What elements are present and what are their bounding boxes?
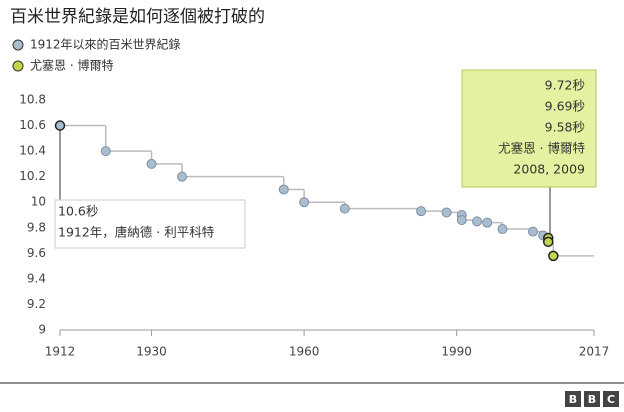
annotation-box [54, 199, 246, 249]
data-point [339, 203, 350, 214]
annotation-text: 尤塞恩 · 博爾特 [498, 141, 585, 156]
data-point [416, 206, 427, 217]
data-point [527, 226, 538, 237]
legend-label: 1912年以來的百米世界紀錄 [30, 37, 181, 52]
annotation-box [461, 69, 597, 188]
x-tick-label: 1960 [289, 345, 320, 359]
logo-letter: C [607, 393, 615, 406]
data-point [497, 224, 508, 235]
data-point [299, 197, 310, 208]
data-point [456, 215, 467, 226]
data-point [100, 146, 111, 157]
y-tick-label: 9.6 [27, 246, 46, 260]
x-tick-label: 1990 [441, 345, 472, 359]
data-point [146, 158, 157, 169]
logo-letter: B [588, 393, 596, 406]
y-tick-label: 9.2 [27, 297, 46, 311]
logo-letter: B [569, 393, 577, 406]
data-point [482, 217, 493, 228]
annotation-text: 9.69秒 [545, 99, 585, 114]
y-tick-label: 10.4 [19, 144, 46, 158]
legend-swatch [12, 60, 24, 72]
logo-box [603, 391, 619, 407]
logo-box [584, 391, 600, 407]
data-point [542, 236, 554, 248]
y-tick-label: 10.2 [19, 169, 46, 183]
x-tick-label: 1930 [136, 345, 167, 359]
data-point [548, 250, 559, 262]
y-tick-label: 9 [38, 323, 46, 337]
annotation-text: 1912年，唐納德 · 利平科特 [58, 225, 214, 240]
annotation-text: 9.72秒 [545, 78, 585, 93]
x-tick-label: 1912 [45, 345, 76, 359]
chart-title: 百米世界紀錄是如何逐個被打破的 [10, 7, 265, 27]
annotation-text: 9.58秒 [545, 120, 585, 135]
data-point [472, 216, 483, 227]
y-tick-label: 9.4 [27, 271, 46, 285]
annotation-text: 2008, 2009 [513, 162, 585, 177]
logo-box [565, 391, 581, 407]
y-tick-label: 10.8 [19, 93, 46, 107]
data-point [54, 120, 66, 131]
y-tick-label: 10 [31, 195, 46, 209]
y-tick-label: 10.6 [19, 118, 46, 132]
y-tick-label: 9.8 [27, 220, 46, 234]
x-tick-label: 2017 [579, 345, 610, 359]
data-point [441, 207, 452, 218]
data-point [177, 171, 188, 182]
legend-label: 尤塞恩 · 博爾特 [30, 58, 113, 73]
data-point [278, 184, 289, 195]
legend-swatch [12, 39, 24, 51]
annotation-text: 10.6秒 [58, 204, 98, 219]
